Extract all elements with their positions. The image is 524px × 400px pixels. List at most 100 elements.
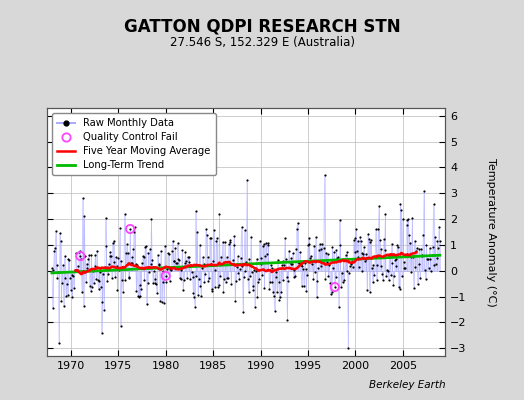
Point bbox=[177, 267, 185, 273]
Point bbox=[106, 249, 115, 256]
Point bbox=[249, 286, 258, 293]
Point bbox=[233, 253, 242, 259]
Point bbox=[228, 257, 237, 263]
Point bbox=[231, 298, 239, 304]
Point bbox=[326, 291, 335, 298]
Point bbox=[397, 207, 406, 213]
Point bbox=[158, 299, 166, 306]
Point bbox=[91, 252, 100, 258]
Point bbox=[359, 251, 367, 257]
Point bbox=[195, 276, 203, 282]
Point bbox=[344, 345, 353, 352]
Point bbox=[223, 274, 232, 281]
Point bbox=[236, 255, 245, 262]
Point bbox=[189, 290, 198, 296]
Point bbox=[59, 262, 67, 268]
Point bbox=[311, 269, 319, 276]
Point bbox=[337, 284, 345, 290]
Point bbox=[320, 172, 329, 178]
Point bbox=[285, 248, 293, 254]
Point bbox=[60, 302, 68, 309]
Point bbox=[68, 272, 76, 278]
Point bbox=[408, 215, 417, 221]
Point bbox=[169, 238, 177, 244]
Point bbox=[247, 234, 255, 240]
Point bbox=[127, 260, 135, 266]
Point bbox=[157, 248, 165, 254]
Point bbox=[206, 235, 215, 242]
Point bbox=[301, 266, 310, 272]
Point bbox=[302, 288, 311, 294]
Point bbox=[248, 283, 257, 290]
Point bbox=[394, 244, 402, 250]
Point bbox=[347, 261, 356, 267]
Point bbox=[87, 252, 95, 258]
Point bbox=[379, 276, 387, 283]
Point bbox=[410, 238, 419, 244]
Point bbox=[141, 243, 150, 250]
Point bbox=[81, 253, 89, 259]
Point bbox=[348, 258, 356, 264]
Point bbox=[76, 253, 84, 259]
Point bbox=[361, 258, 369, 264]
Point bbox=[57, 238, 65, 244]
Point bbox=[418, 253, 427, 260]
Point bbox=[237, 224, 246, 230]
Point bbox=[290, 267, 299, 274]
Point bbox=[293, 220, 302, 226]
Point bbox=[77, 256, 85, 263]
Point bbox=[113, 263, 121, 270]
Point bbox=[398, 273, 406, 279]
Point bbox=[345, 270, 353, 276]
Point bbox=[339, 256, 347, 262]
Point bbox=[181, 249, 190, 256]
Point bbox=[138, 253, 147, 259]
Point bbox=[126, 226, 134, 232]
Point bbox=[166, 266, 174, 272]
Point bbox=[180, 277, 188, 283]
Point bbox=[342, 252, 350, 258]
Point bbox=[362, 251, 370, 258]
Point bbox=[399, 216, 407, 222]
Point bbox=[195, 242, 204, 248]
Point bbox=[126, 226, 134, 232]
Point bbox=[154, 252, 162, 258]
Point bbox=[407, 269, 416, 275]
Point bbox=[119, 289, 127, 295]
Point bbox=[313, 278, 322, 285]
Point bbox=[296, 249, 304, 256]
Point bbox=[150, 268, 158, 274]
Point bbox=[253, 256, 261, 262]
Point bbox=[112, 254, 120, 260]
Point bbox=[183, 275, 191, 281]
Point bbox=[413, 245, 421, 252]
Point bbox=[353, 248, 361, 254]
Point bbox=[132, 288, 140, 294]
Point bbox=[377, 246, 386, 252]
Point bbox=[242, 259, 250, 266]
Point bbox=[80, 213, 89, 219]
Point bbox=[144, 280, 152, 286]
Point bbox=[147, 260, 155, 267]
Point bbox=[211, 267, 220, 273]
Point bbox=[432, 261, 440, 268]
Point bbox=[356, 234, 364, 240]
Point bbox=[256, 254, 265, 261]
Point bbox=[128, 254, 137, 260]
Point bbox=[250, 266, 258, 273]
Point bbox=[419, 232, 428, 238]
Point bbox=[381, 211, 389, 217]
Point bbox=[315, 240, 324, 247]
Point bbox=[217, 254, 225, 260]
Point bbox=[132, 261, 140, 268]
Point bbox=[124, 275, 133, 281]
Point bbox=[371, 254, 379, 260]
Point bbox=[328, 288, 336, 295]
Point bbox=[99, 299, 107, 306]
Point bbox=[163, 265, 171, 272]
Point bbox=[304, 242, 312, 248]
Point bbox=[386, 251, 394, 258]
Point bbox=[266, 279, 274, 286]
Point bbox=[306, 255, 314, 261]
Point bbox=[225, 239, 234, 245]
